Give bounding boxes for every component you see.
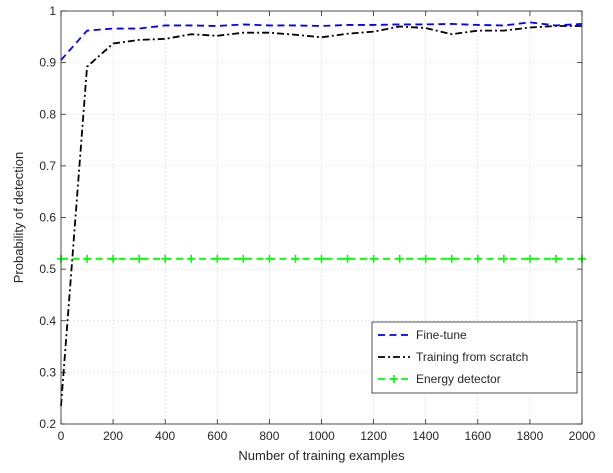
- data-point-energy-detector: [291, 254, 300, 263]
- y-tick-label: 0.7: [39, 159, 56, 173]
- x-tick-label: 600: [207, 429, 227, 443]
- x-tick-label: 200: [103, 429, 123, 443]
- legend-marker-energy-detector: [390, 375, 398, 383]
- data-point-energy-detector: [369, 254, 378, 263]
- data-point-energy-detector: [473, 254, 482, 263]
- y-axis-label: Probability of detection: [11, 152, 26, 284]
- y-tick-label: 0.5: [39, 262, 56, 276]
- x-tick-label: 1000: [308, 429, 335, 443]
- x-tick-label: 1200: [360, 429, 387, 443]
- x-tick-label: 400: [155, 429, 175, 443]
- data-point-energy-detector: [551, 254, 560, 263]
- ticks: 0 200 400 600 800 1000 1200 1400 1600 1800 2000 0.2…: [39, 4, 595, 443]
- legend-box: [371, 321, 578, 394]
- x-tick-label: 2000: [569, 429, 596, 443]
- data-point-energy-detector: [135, 254, 144, 263]
- y-tick-label: 0.6: [39, 211, 56, 225]
- data-point-energy-detector: [499, 254, 508, 263]
- data-point-energy-detector: [395, 254, 404, 263]
- data-point-energy-detector: [421, 254, 430, 263]
- data-point-energy-detector: [83, 254, 92, 263]
- x-axis-label: Number of training examples: [238, 448, 405, 463]
- data-point-energy-detector: [265, 254, 274, 263]
- x-tick-label: 1400: [412, 429, 439, 443]
- y-tick-label: 1: [49, 4, 56, 18]
- data-point-energy-detector: [161, 254, 170, 263]
- data-point-energy-detector: [447, 254, 456, 263]
- data-point-energy-detector: [525, 254, 534, 263]
- data-point-energy-detector: [109, 254, 118, 263]
- y-tick-label: 0.9: [39, 56, 56, 70]
- legend-label-training-from-scratch: Training from scratch: [416, 350, 528, 364]
- data-point-energy-detector: [343, 254, 352, 263]
- data-point-energy-detector: [239, 254, 248, 263]
- x-tick-label: 1600: [464, 429, 491, 443]
- x-tick-label: 800: [259, 429, 279, 443]
- data-point-energy-detector: [317, 254, 326, 263]
- x-tick-label: 1800: [517, 429, 544, 443]
- data-point-energy-detector: [187, 254, 196, 263]
- y-tick-label: 0.8: [39, 107, 56, 121]
- y-tick-label: 0.2: [39, 417, 56, 431]
- x-tick-label: 0: [58, 429, 65, 443]
- data-point-energy-detector: [213, 254, 222, 263]
- legend-label-energy-detector: Energy detector: [416, 372, 501, 386]
- y-tick-label: 0.3: [39, 365, 56, 379]
- series-line-training-from-scratch: [60, 25, 582, 406]
- legend-label-fine-tune: Fine-tune: [416, 328, 467, 342]
- legend: Fine-tune Training from scratch Energy det…: [371, 321, 578, 394]
- y-tick-label: 0.4: [39, 314, 56, 328]
